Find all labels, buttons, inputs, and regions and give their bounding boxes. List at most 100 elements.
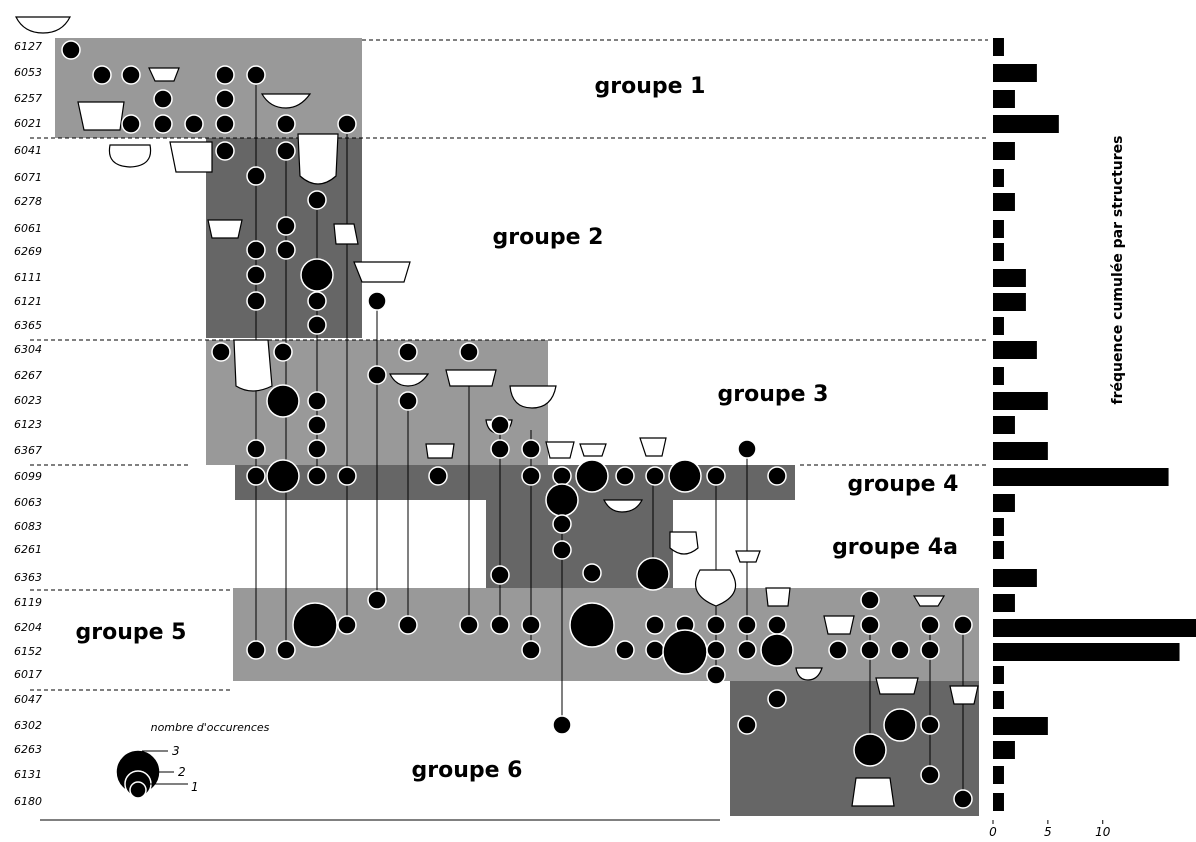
occurrence-dot — [215, 141, 235, 161]
group-label: groupe 4 — [847, 472, 958, 497]
occurrence-dot — [215, 114, 235, 134]
legend-title: nombre d'occurences — [151, 721, 270, 734]
occurrence-dot — [490, 615, 510, 635]
occurrence-dot — [569, 602, 615, 648]
occurrence-dot — [545, 483, 579, 517]
occurrence-dot — [184, 114, 204, 134]
occurrence-dot — [292, 602, 338, 648]
occurrence-dot — [459, 615, 479, 635]
vessel — [297, 133, 339, 185]
group-label: groupe 1 — [594, 74, 705, 99]
row-label: 6017 — [14, 668, 42, 681]
row-label: 6099 — [14, 470, 42, 483]
occurrence-dot — [890, 640, 910, 660]
occurrence-dot — [307, 391, 327, 411]
occurrence-dot — [860, 590, 880, 610]
occurrence-dot — [153, 89, 173, 109]
bar — [993, 691, 1004, 709]
occurrence-dot — [307, 439, 327, 459]
bar — [993, 468, 1169, 486]
vessel — [15, 16, 71, 34]
occurrence-dot — [552, 514, 572, 534]
bar — [993, 666, 1004, 684]
occurrence-dot — [645, 466, 665, 486]
vessel — [425, 443, 455, 459]
bar — [993, 220, 1004, 238]
vessel — [695, 569, 737, 607]
occurrence-dot — [307, 190, 327, 210]
vessel — [333, 223, 359, 245]
occurrence-dot — [398, 342, 418, 362]
row-label: 6278 — [14, 195, 42, 208]
bar — [993, 766, 1004, 784]
occurrence-dot — [552, 540, 572, 560]
occurrence-dot — [582, 563, 602, 583]
occurrence-dot — [459, 342, 479, 362]
x-tick-label: 0 — [989, 825, 997, 839]
bar — [993, 569, 1037, 587]
occurrence-dot — [575, 459, 609, 493]
occurrence-dot — [92, 65, 112, 85]
occurrence-dot — [246, 265, 266, 285]
vessel — [639, 437, 667, 457]
occurrence-dot — [121, 65, 141, 85]
legend: nombre d'occurences 3 2 1 — [115, 721, 270, 799]
occurrence-dot — [737, 439, 757, 459]
vessel — [603, 499, 643, 513]
x-tick-label: 10 — [1095, 825, 1111, 839]
occurrence-dot — [337, 114, 357, 134]
vessel — [823, 615, 855, 635]
bar — [993, 643, 1180, 661]
bar — [993, 619, 1196, 637]
occurrence-dot — [490, 415, 510, 435]
occurrence-dot — [398, 615, 418, 635]
bar — [993, 367, 1004, 385]
occurrence-dot — [920, 615, 940, 635]
vessel — [875, 677, 919, 695]
occurrence-dot — [307, 315, 327, 335]
occurrence-dot — [706, 640, 726, 660]
vessel — [509, 385, 557, 409]
occurrence-dot — [706, 615, 726, 635]
vessel — [77, 101, 125, 131]
bar — [993, 169, 1004, 187]
occurrence-dot — [645, 640, 665, 660]
vessel — [735, 550, 761, 563]
occurrence-dot — [121, 114, 141, 134]
vessel — [765, 587, 791, 607]
occurrence-dot — [521, 615, 541, 635]
occurrence-dot — [246, 439, 266, 459]
bar — [993, 494, 1015, 512]
row-label: 6302 — [14, 719, 42, 732]
row-label: 6061 — [14, 222, 42, 235]
row-label: 6053 — [14, 66, 42, 79]
bar — [993, 317, 1004, 335]
occurrence-dot — [737, 615, 757, 635]
vessel — [108, 144, 152, 168]
row-label: 6180 — [14, 795, 42, 808]
occurrence-dot — [215, 89, 235, 109]
group-label: groupe 4a — [832, 535, 958, 560]
row-label: 6263 — [14, 743, 42, 756]
occurrence-dot — [215, 65, 235, 85]
separators — [30, 39, 988, 821]
occurrence-dot — [276, 640, 296, 660]
occurrence-dot — [953, 615, 973, 635]
bar — [993, 541, 1004, 559]
occurrence-dot — [276, 240, 296, 260]
vessel — [389, 373, 430, 387]
vessel — [353, 261, 411, 283]
axis-label: fréquence cumulée par structures — [1110, 136, 1126, 405]
occurrence-dot — [860, 640, 880, 660]
occurrence-dot — [668, 459, 702, 493]
occurrence-dot — [246, 240, 266, 260]
bar — [993, 416, 1015, 434]
occurrence-dot — [552, 466, 572, 486]
legend-label: 2 — [178, 765, 186, 779]
occurrence-dot — [828, 640, 848, 660]
bar — [993, 594, 1015, 612]
occurrence-dot — [767, 689, 787, 709]
occurrence-dot — [760, 633, 794, 667]
row-label: 6363 — [14, 571, 42, 584]
